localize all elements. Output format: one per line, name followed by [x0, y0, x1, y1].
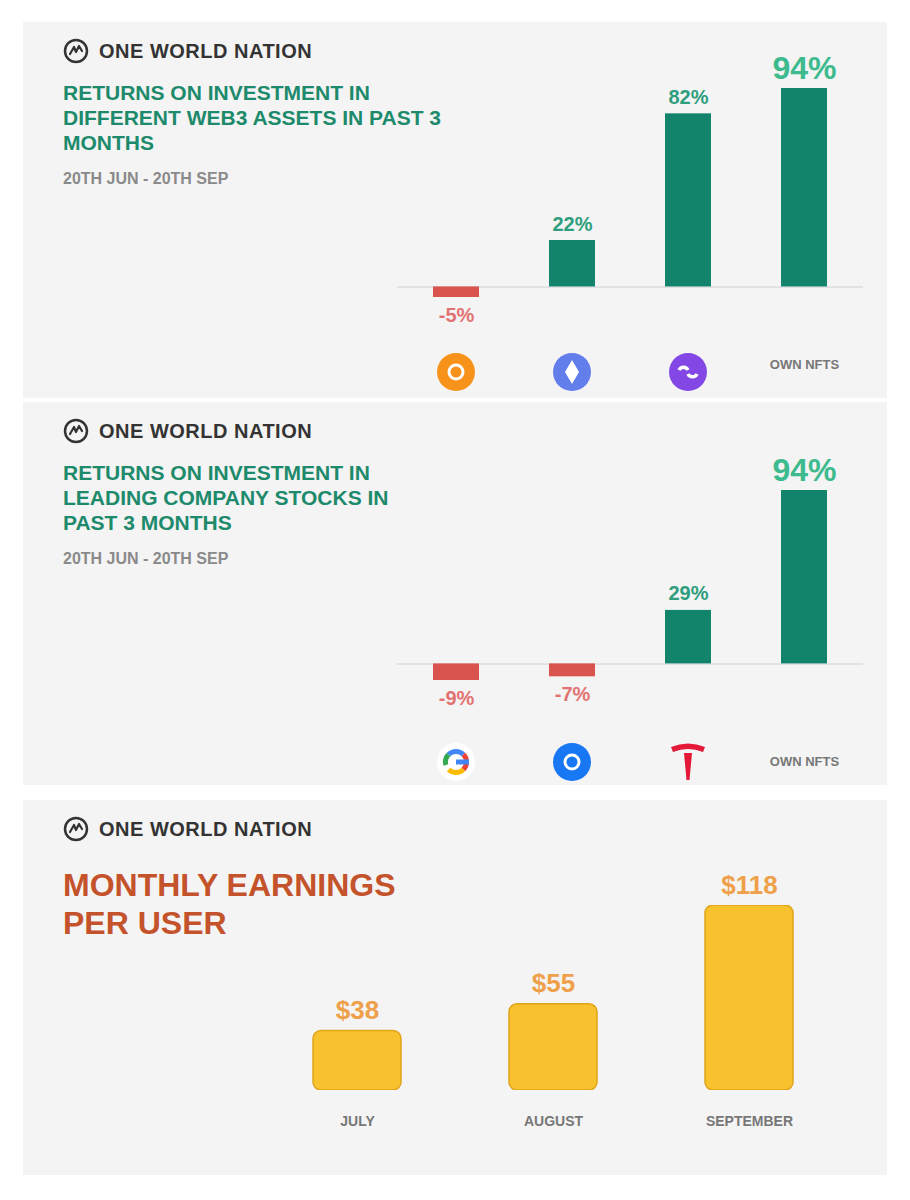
svg-text:-7%: -7% [555, 683, 591, 705]
svg-text:OWN NFTS: OWN NFTS [770, 754, 840, 769]
html-text:RETURNS ON INVESTMENT IN LEADI: RETURNS ON INVESTMENT IN LEADING COMPANY… [63, 461, 389, 535]
html-text:20TH JUN - 20TH SEP: 20TH JUN - 20TH SEP [63, 169, 229, 187]
html-text:RETURNS ON INVESTMENT IN DIFFE: RETURNS ON INVESTMENT IN DIFFERENT WEB3 … [63, 81, 441, 155]
svg-text:$118: $118 [721, 870, 777, 900]
html-text:ONE WORLD NATION: ONE WORLD NATION [99, 817, 313, 840]
svg-text:SEPTEMBER: SEPTEMBER [706, 1113, 793, 1129]
html-text:20TH JUN - 20TH SEP: 20TH JUN - 20TH SEP [63, 549, 229, 567]
svg-text:$38: $38 [336, 995, 379, 1025]
svg-text:29%: 29% [668, 582, 708, 604]
html-text:ONE WORLD NATION: ONE WORLD NATION [99, 419, 313, 442]
html-text:ONE WORLD NATION: ONE WORLD NATION [99, 39, 313, 62]
svg-text:$55: $55 [532, 968, 575, 998]
svg-text:22%: 22% [552, 213, 592, 235]
svg-text:JULY: JULY [340, 1113, 375, 1129]
svg-text:OWN NFTS: OWN NFTS [770, 357, 840, 372]
html-text:MONTHLY EARNINGS PER USER: MONTHLY EARNINGS PER USER [63, 867, 396, 942]
svg-text:82%: 82% [668, 86, 708, 108]
svg-text:AUGUST: AUGUST [524, 1113, 584, 1129]
svg-text:-5%: -5% [439, 304, 475, 326]
svg-text:94%: 94% [772, 452, 836, 488]
svg-text:94%: 94% [772, 50, 836, 86]
svg-text:-9%: -9% [439, 687, 475, 709]
